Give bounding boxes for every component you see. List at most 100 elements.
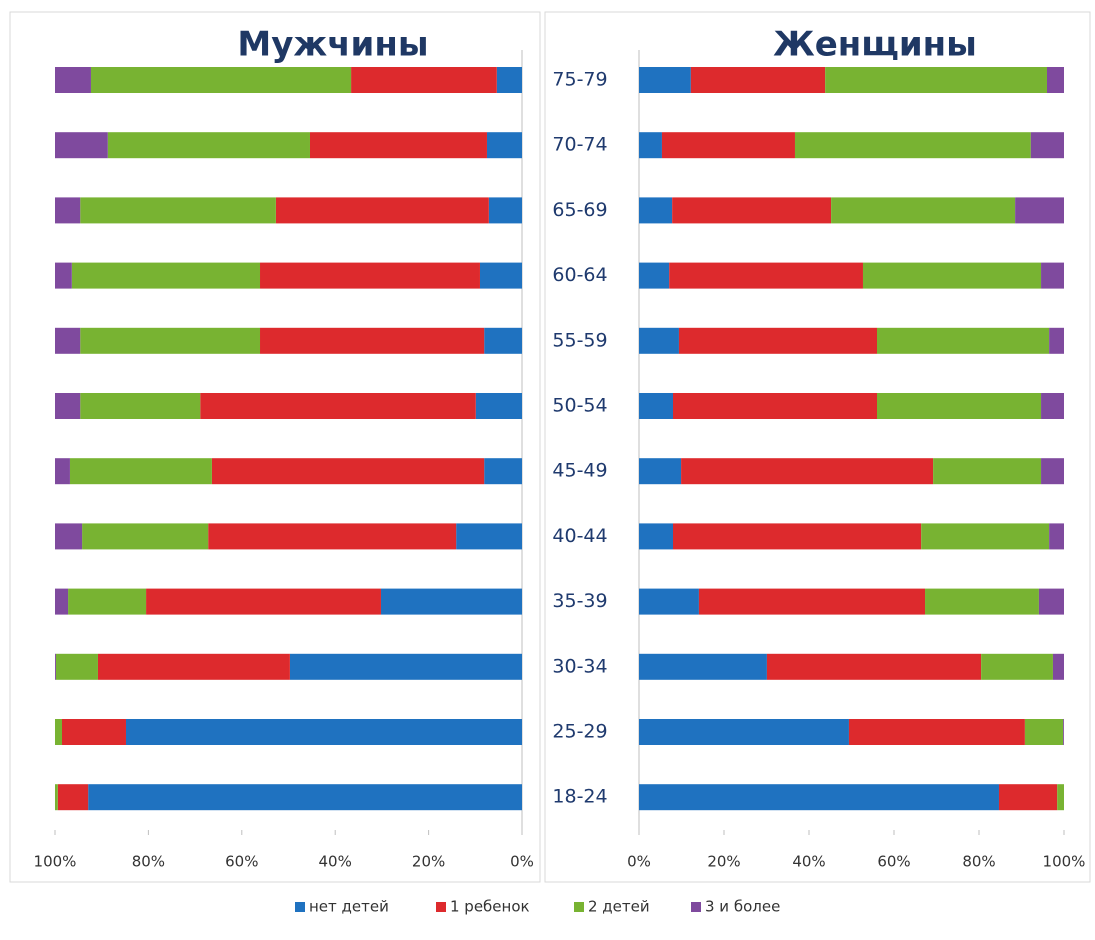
bar-segment: [925, 588, 1039, 615]
bar-segment: [678, 327, 877, 354]
bar-segment: [669, 262, 863, 289]
legend-label: нет детей: [309, 898, 389, 916]
left-frame: [9, 11, 541, 883]
category-label: 50-54: [552, 395, 607, 417]
x-tick-label: 40%: [319, 853, 352, 871]
bar-segment: [55, 719, 63, 745]
bar-segment: [200, 393, 476, 419]
category-label: 70-74: [552, 134, 607, 156]
legend-swatch: [574, 902, 584, 912]
bar-segment: [1052, 653, 1064, 680]
bar-segment: [55, 393, 81, 419]
bar-segment: [55, 197, 81, 224]
x-tick-label: 60%: [877, 853, 910, 871]
bar-segment: [1063, 719, 1064, 745]
bar-segment: [794, 132, 1031, 159]
bar-segment: [1038, 588, 1064, 615]
bar-segment: [71, 262, 261, 289]
bar-segment: [55, 132, 108, 159]
bar-segment: [681, 458, 934, 485]
category-label: 60-64: [552, 264, 607, 286]
bar-segment: [639, 458, 682, 485]
x-tick-label: 100%: [34, 853, 77, 871]
bar-segment: [1030, 132, 1064, 159]
legend-label: 2 детей: [588, 898, 650, 916]
x-tick-label: 0%: [510, 853, 534, 871]
bar-segment: [1024, 719, 1064, 745]
bar-segment: [639, 132, 662, 159]
bar-segment: [62, 719, 126, 745]
bar-segment: [921, 523, 1050, 550]
bar-segment: [260, 262, 480, 289]
legend-label: 1 ребенок: [450, 898, 530, 916]
bar-segment: [673, 523, 922, 550]
bar-segment: [1041, 393, 1064, 419]
bar-segment: [639, 588, 699, 615]
category-label: 45-49: [552, 460, 607, 482]
bar-segment: [309, 132, 487, 159]
right-frame: [544, 11, 1091, 883]
bar-segment: [475, 393, 522, 419]
bar-segment: [496, 67, 522, 93]
bar-segment: [639, 719, 849, 745]
bar-segment: [55, 262, 72, 289]
category-label: 40-44: [552, 525, 607, 547]
bar-segment: [1041, 262, 1064, 289]
legend-swatch: [691, 902, 701, 912]
bar-segment: [698, 588, 926, 615]
bar-segment: [639, 653, 767, 680]
category-label: 55-59: [552, 329, 607, 351]
legend-swatch: [295, 902, 305, 912]
bar-segment: [88, 784, 523, 811]
bar-segment: [80, 197, 276, 224]
bar-segment: [981, 653, 1053, 680]
bar-segment: [82, 523, 209, 550]
bar-segment: [55, 458, 70, 485]
bar-segment: [639, 67, 691, 93]
bar-segment: [639, 523, 673, 550]
panel-title: Женщины: [773, 25, 977, 65]
bar-segment: [661, 132, 795, 159]
bar-segment: [479, 262, 522, 289]
bar-segment: [211, 458, 485, 485]
bar-segment: [1047, 67, 1064, 93]
bar-segment: [673, 393, 877, 419]
bar-segment: [933, 458, 1042, 485]
bar-segment: [639, 327, 679, 354]
bar-segment: [275, 197, 489, 224]
x-tick-label: 80%: [132, 853, 165, 871]
bar-segment: [380, 588, 522, 615]
bar-segment: [68, 588, 147, 615]
bar-segment: [55, 67, 91, 93]
bar-segment: [55, 327, 81, 354]
x-tick-label: 40%: [792, 853, 825, 871]
bar-segment: [486, 132, 522, 159]
category-label: 25-29: [552, 721, 607, 743]
bar-segment: [484, 327, 522, 354]
bar-segment: [639, 197, 673, 224]
bar-segment: [998, 784, 1058, 811]
bar-segment: [80, 393, 201, 419]
bar-segment: [484, 458, 522, 485]
bar-segment: [825, 67, 1047, 93]
bar-segment: [456, 523, 522, 550]
category-label: 75-79: [552, 69, 607, 91]
legend-swatch: [436, 902, 446, 912]
bar-segment: [1041, 458, 1064, 485]
x-tick-label: 0%: [627, 853, 651, 871]
bar-segment: [351, 67, 497, 93]
bar-segment: [877, 393, 1042, 419]
bar-segment: [125, 719, 522, 745]
bar-segment: [639, 784, 999, 811]
bar-segment: [55, 653, 98, 680]
bar-segment: [488, 197, 522, 224]
bar-segment: [55, 523, 83, 550]
category-label: 18-24: [552, 786, 607, 808]
bar-segment: [80, 327, 261, 354]
bar-segment: [69, 458, 212, 485]
bar-segment: [90, 67, 352, 93]
legend-label: 3 и более: [705, 898, 780, 916]
x-tick-label: 100%: [1043, 853, 1086, 871]
x-tick-label: 20%: [412, 853, 445, 871]
bar-segment: [1057, 784, 1064, 811]
